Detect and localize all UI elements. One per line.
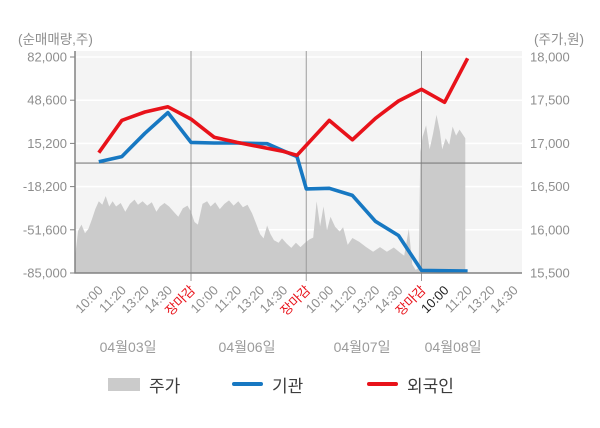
foreigner-line-swatch xyxy=(367,382,398,386)
date-label: 04월06일 xyxy=(219,339,276,355)
price-area xyxy=(75,114,466,274)
right-axis-tick-label: 15,500 xyxy=(530,266,570,281)
legend-item-institution: 기관 xyxy=(232,371,303,397)
legend-label-foreigner: 외국인 xyxy=(407,376,454,396)
x-tick-label: 14:30 xyxy=(487,283,521,317)
legend: 주가 기관 외국인 xyxy=(0,371,600,401)
right-axis-tick-label: 17,500 xyxy=(530,93,570,108)
date-label: 04월03일 xyxy=(100,339,157,355)
legend-label-price: 주가 xyxy=(149,376,181,396)
institution-line-swatch xyxy=(232,382,263,386)
right-axis-tick-label: 16,500 xyxy=(530,179,570,194)
right-axis-tick-label: 17,000 xyxy=(530,136,570,151)
left-axis-tick-label: 15,200 xyxy=(27,136,67,151)
date-label: 04월07일 xyxy=(334,339,391,355)
price-axis-title: (주가,원) xyxy=(533,32,584,47)
price-area-swatch xyxy=(108,377,140,391)
right-axis-tick-label: 18,000 xyxy=(530,50,570,65)
legend-label-institution: 기관 xyxy=(272,376,304,396)
left-axis-tick-label: 48,600 xyxy=(27,93,67,108)
volume-axis-title: (순매매량,주) xyxy=(18,32,93,47)
left-axis-tick-label: -51,600 xyxy=(23,222,67,237)
foreigner-line xyxy=(97,57,470,158)
left-axis-tick-label: -85,000 xyxy=(23,266,67,281)
left-axis-tick-label: 82,000 xyxy=(27,50,67,65)
legend-item-foreigner: 외국인 xyxy=(367,371,454,397)
date-label: 04월08일 xyxy=(425,339,482,355)
legend-item-price: 주가 xyxy=(108,371,180,397)
left-axis-tick-label: -18,200 xyxy=(23,179,67,194)
right-axis-tick-label: 16,000 xyxy=(530,222,570,237)
